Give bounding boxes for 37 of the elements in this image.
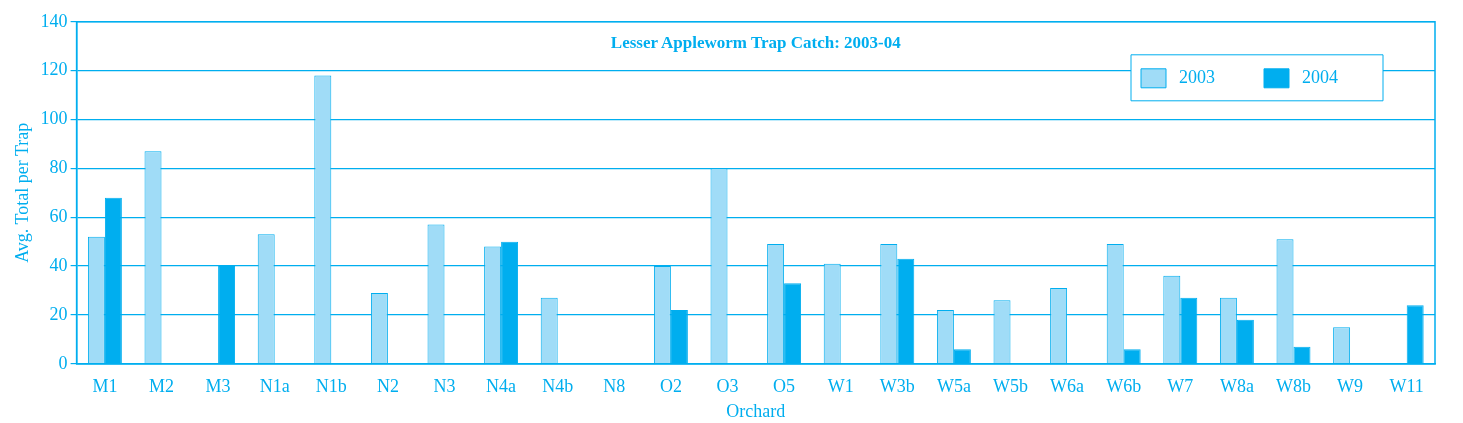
x-tick-label: W9 [1337, 376, 1364, 397]
legend-label: 2004 [1302, 66, 1338, 87]
x-tick-label: M3 [205, 376, 231, 397]
x-tick-label: W3b [879, 376, 915, 397]
y-tick-label: 0 [58, 352, 68, 373]
x-tick-label: N3 [433, 376, 456, 397]
x-tick-label: W7 [1167, 376, 1194, 397]
x-tick-label: W5b [993, 376, 1028, 397]
x-tick-label: M1 [92, 376, 118, 397]
x-tick-label: N8 [603, 376, 626, 397]
x-tick-label: W8a [1219, 376, 1254, 397]
y-tick-label: 20 [49, 303, 68, 324]
x-tick-label: O2 [659, 376, 682, 397]
x-tick-label: N1b [315, 376, 347, 397]
y-tick-label: 140 [40, 10, 68, 31]
x-tick-label: N4a [486, 376, 517, 397]
y-axis-title: Avg. Total per Trap [11, 122, 32, 263]
y-tick-label: 100 [40, 108, 68, 129]
x-tick-label: N1a [259, 376, 290, 397]
y-tick-label: 60 [49, 205, 68, 226]
x-tick-label: W11 [1389, 376, 1424, 397]
x-tick-label: M2 [148, 376, 175, 397]
x-tick-label: N4b [542, 376, 574, 397]
x-tick-label: W6b [1106, 376, 1142, 397]
x-tick-label: O5 [773, 376, 796, 397]
y-tick-label: 120 [40, 59, 68, 80]
x-tick-label: W1 [827, 376, 854, 397]
x-axis-title: Orchard [726, 400, 786, 421]
x-tick-label: N2 [376, 376, 399, 397]
y-tick-label: 80 [49, 157, 68, 178]
legend-label: 2003 [1179, 66, 1215, 87]
x-tick-label: W6a [1050, 376, 1085, 397]
x-tick-label: W8b [1276, 376, 1311, 397]
y-tick-label: 40 [49, 254, 68, 275]
x-tick-label: W5a [936, 376, 971, 397]
text: Lesser Appleworm Trap Catch: 2003-04 [610, 33, 902, 53]
x-tick-label: O3 [716, 376, 739, 397]
